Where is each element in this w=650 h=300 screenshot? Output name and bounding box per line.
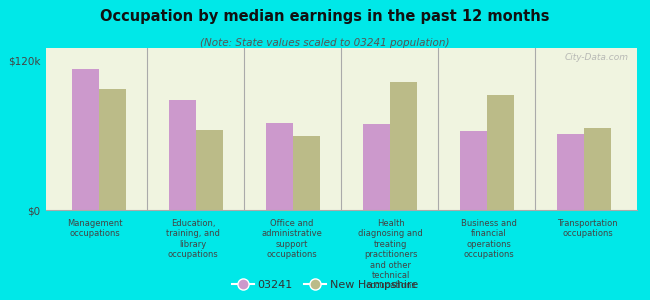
Text: Office and
administrative
support
occupations: Office and administrative support occupa… (261, 219, 322, 259)
Bar (168, 100, 196, 210)
Bar (196, 130, 223, 210)
Legend: 03241, New Hampshire: 03241, New Hampshire (227, 276, 422, 294)
Bar (72, 69, 99, 210)
Bar (390, 82, 417, 210)
Bar (556, 134, 584, 210)
Bar (266, 123, 292, 210)
Text: Business and
financial
operations
occupations: Business and financial operations occupa… (462, 219, 517, 259)
Bar (460, 131, 487, 210)
Bar (487, 95, 514, 210)
Bar (363, 124, 390, 210)
Text: Occupation by median earnings in the past 12 months: Occupation by median earnings in the pas… (100, 9, 550, 24)
Bar (99, 89, 126, 210)
Bar (584, 128, 611, 210)
Text: (Note: State values scaled to 03241 population): (Note: State values scaled to 03241 popu… (200, 38, 450, 47)
Text: Management
occupations: Management occupations (67, 219, 123, 239)
Bar (292, 136, 320, 210)
Text: City-Data.com: City-Data.com (564, 53, 628, 62)
Text: Transportation
occupations: Transportation occupations (558, 219, 618, 239)
Text: Health
diagnosing and
treating
practitioners
and other
technical
occupations: Health diagnosing and treating practitio… (358, 219, 423, 290)
Text: Education,
training, and
library
occupations: Education, training, and library occupat… (166, 219, 220, 259)
